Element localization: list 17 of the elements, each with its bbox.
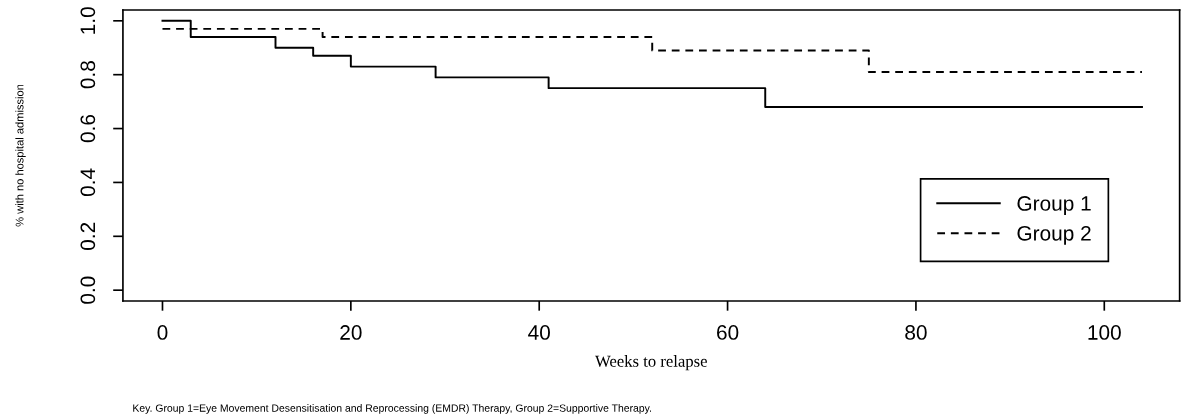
- y-axis-title: % with no hospital admission: [15, 84, 26, 227]
- y-tick-label: 0.4: [80, 168, 96, 197]
- y-tick-label: 0.2: [80, 222, 96, 250]
- x-tick-label: 40: [528, 325, 550, 340]
- x-tick-label: 20: [340, 325, 362, 340]
- y-tick-label: 0.8: [80, 61, 96, 89]
- x-tick-label: 80: [905, 325, 927, 340]
- text: Key. Group 1=Eye Movement Desensitisation and Reprocessing (EMDR) Therapy, Group 2=Supportive Therapy.: [133, 404, 652, 414]
- y-tick-label: 0.6: [80, 114, 96, 143]
- legend-label: Group 2: [1017, 225, 1091, 245]
- legend-label: Group 1: [1017, 196, 1091, 215]
- x-tick-label: 60: [717, 325, 739, 340]
- y-tick-label: 0.0: [80, 276, 96, 304]
- x-axis-title: Weeks to relapse: [595, 355, 707, 371]
- y-tick-label: 1.0: [80, 7, 96, 34]
- x-tick-label: 0: [157, 325, 168, 340]
- x-tick-label: 100: [1088, 325, 1121, 340]
